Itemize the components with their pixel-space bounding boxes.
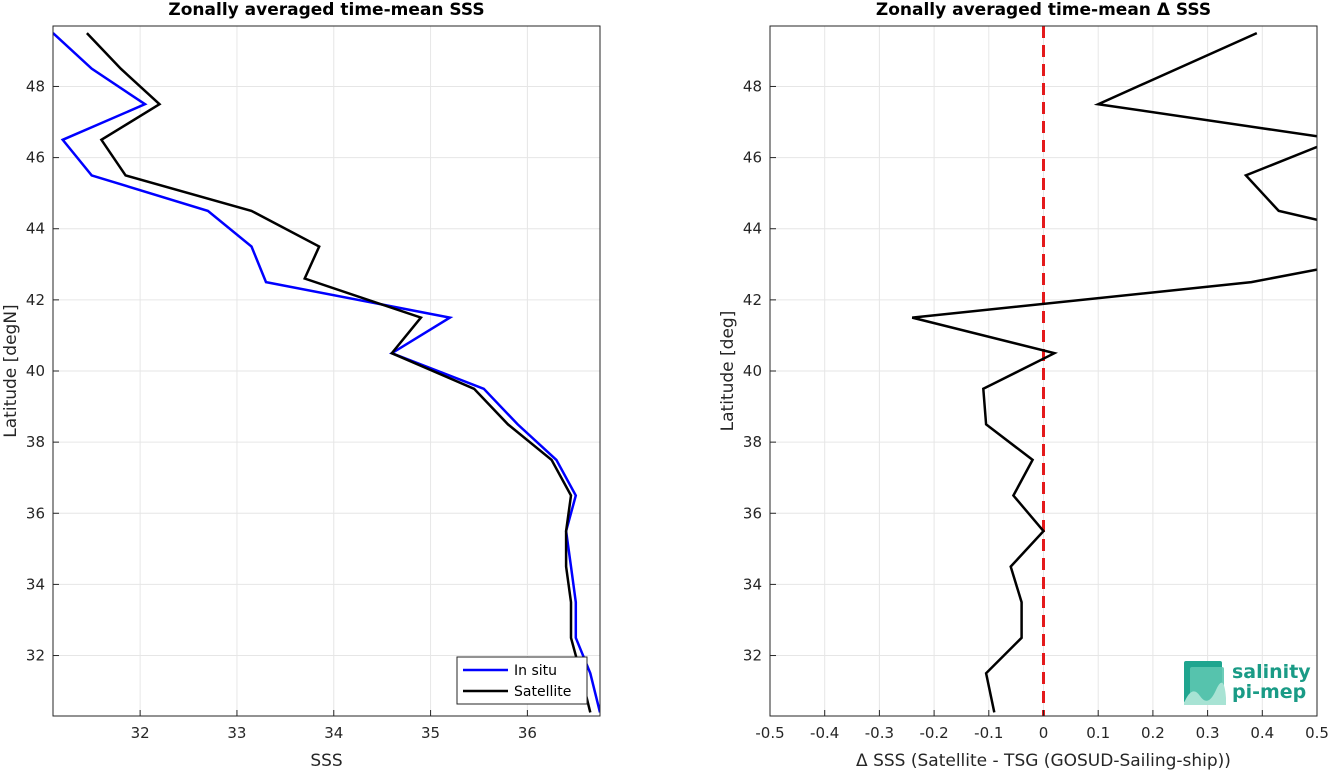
x-axis-label: Δ SSS (Satellite - TSG (GOSUD-Sailing-sh… [856, 751, 1231, 770]
x-tick-label: 0.1 [1086, 724, 1110, 742]
y-tick-label: 34 [743, 575, 762, 593]
logo-line2: pi-mep [1232, 681, 1306, 703]
y-tick-label: 46 [743, 149, 762, 167]
x-tick-label: 0.4 [1250, 724, 1274, 742]
series-line-delta-sss-0 [911, 31, 1317, 713]
y-tick-label: 48 [26, 77, 45, 95]
right-chart: -0.5 -0.4 -0.3 -0.2 -0.1 0 0.1 0.2 0.3 0.4 0.5 32 34… [718, 0, 1329, 770]
legend-label-satellite: Satellite [514, 684, 571, 700]
left-chart: 32 33 34 35 36 32 34 36 38 40 42 44 46 48 Zonally aver… [1, 0, 601, 770]
y-axis-label: Latitude [degN] [1, 304, 21, 437]
logo-wave-icon [1184, 682, 1226, 705]
chart-title: Zonally averaged time-mean Δ SSS [876, 0, 1211, 20]
x-tick-label: 32 [131, 724, 150, 742]
y-tick-label: 38 [26, 433, 45, 451]
x-tick-label: -0.3 [865, 724, 894, 742]
legend-box [456, 656, 588, 705]
x-tick-label: -0.4 [810, 724, 839, 742]
y-tick-label: 40 [26, 362, 45, 380]
x-tick-label: -0.2 [919, 724, 948, 742]
y-axis-label: Latitude [deg] [718, 311, 738, 432]
x-tick-label: 0.5 [1305, 724, 1329, 742]
x-tick-label: -0.5 [755, 724, 784, 742]
y-tick-label: 32 [743, 647, 762, 665]
x-tick-label: 33 [227, 724, 246, 742]
logo-line1: salinity [1232, 661, 1311, 683]
y-tick-label: 36 [743, 504, 762, 522]
y-tick-label: 44 [743, 220, 762, 238]
series-line-in-situ [53, 32, 600, 713]
chart-title: Zonally averaged time-mean SSS [168, 0, 484, 20]
y-tick-label: 38 [743, 433, 762, 451]
x-tick-label: 0.2 [1141, 724, 1165, 742]
y-tick-label: 48 [743, 77, 762, 95]
x-tick-label: 34 [324, 724, 343, 742]
x-tick-label: 35 [421, 724, 440, 742]
y-tick-label: 40 [743, 362, 762, 380]
salinity-pi-mep-logo: salinity pi-mep [1184, 661, 1311, 705]
legend-label-in-situ: In situ [514, 663, 557, 679]
y-tick-label: 34 [26, 575, 45, 593]
x-axis-label: SSS [310, 751, 342, 770]
y-tick-label: 36 [26, 504, 45, 522]
x-tick-label: 0 [1039, 724, 1049, 742]
y-tick-label: 46 [26, 149, 45, 167]
x-tick-label: 0.3 [1196, 724, 1220, 742]
y-tick-label: 42 [743, 291, 762, 309]
x-tick-label: 36 [518, 724, 537, 742]
y-tick-label: 32 [26, 647, 45, 665]
legend: In situ Satellite [456, 656, 588, 705]
y-tick-label: 42 [26, 291, 45, 309]
series-line-satellite [85, 32, 592, 713]
y-tick-label: 44 [26, 220, 45, 238]
x-tick-label: -0.1 [974, 724, 1003, 742]
